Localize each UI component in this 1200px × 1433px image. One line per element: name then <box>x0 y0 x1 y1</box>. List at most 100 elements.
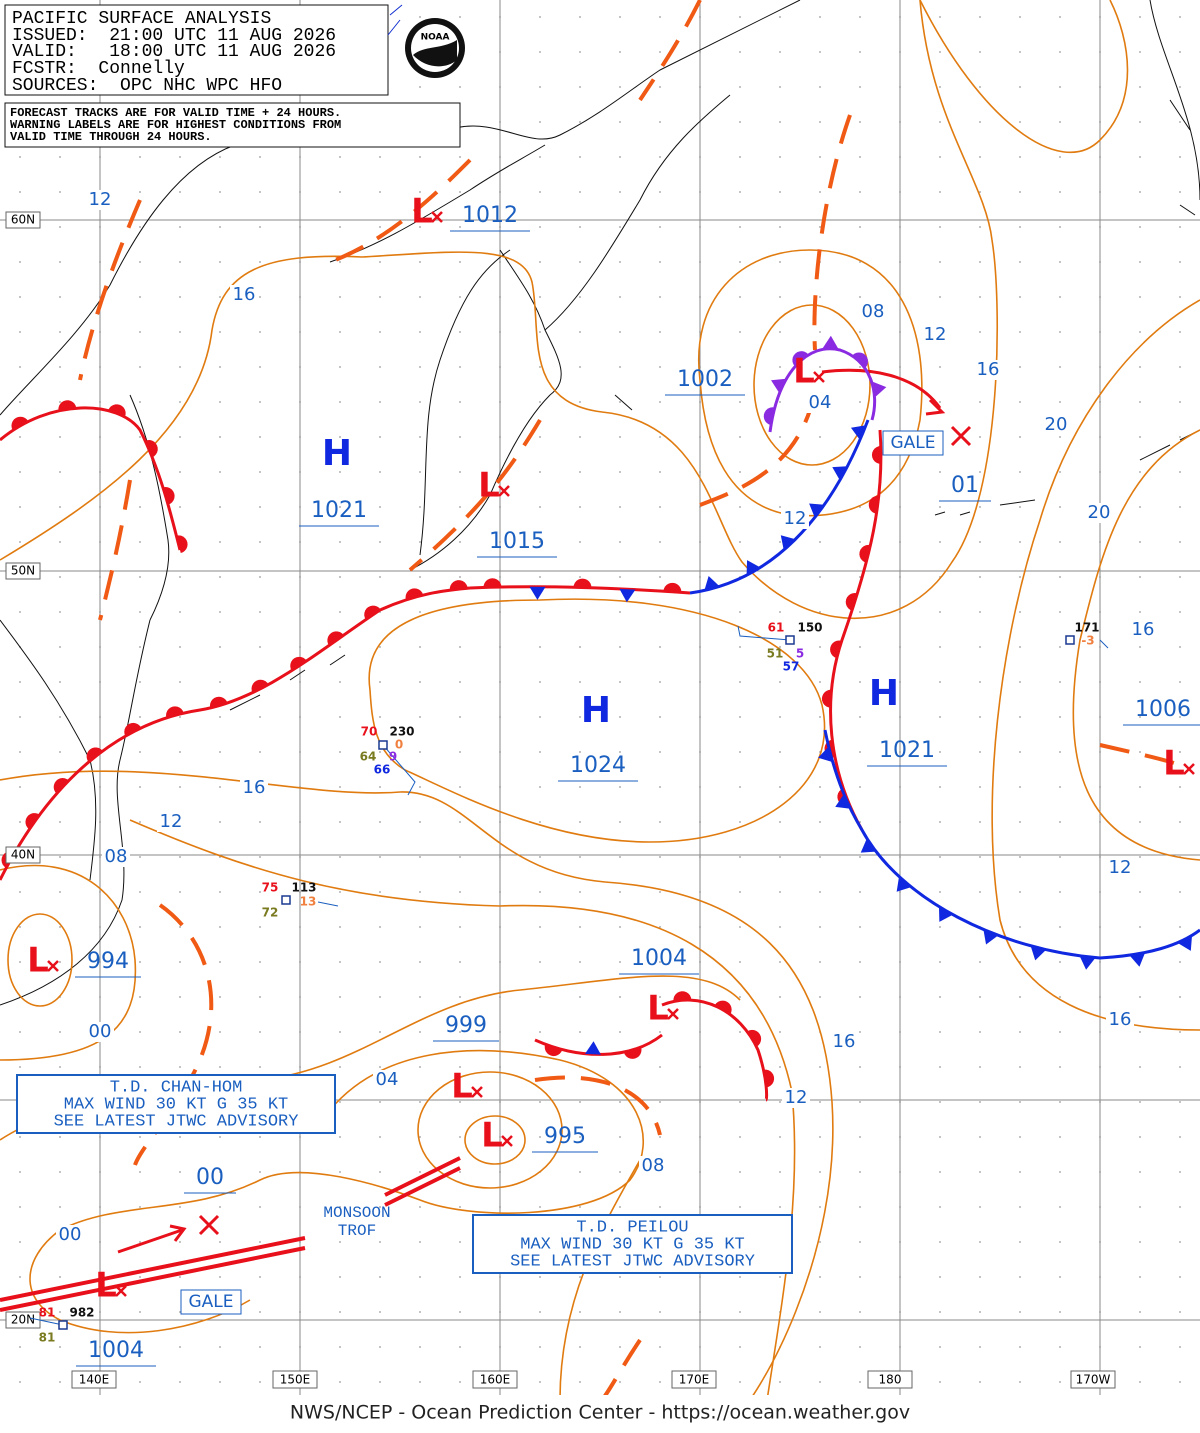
front-triangle <box>983 929 999 945</box>
front-semicircle <box>176 535 188 554</box>
longitude-label-box <box>867 1370 913 1389</box>
central-pressure: 1002 <box>677 367 733 392</box>
station-marker <box>281 895 291 905</box>
station-value: 66 <box>374 763 391 777</box>
isobar-label-bg <box>1129 620 1157 640</box>
trough <box>408 418 542 572</box>
x-mark <box>1183 763 1195 775</box>
notice-line: WARNING LABELS ARE FOR HIGHEST CONDITION… <box>10 118 341 132</box>
isobar-label-bg <box>1042 415 1070 435</box>
central-pressure: 999 <box>445 1013 487 1038</box>
front-semicircle <box>58 400 77 411</box>
x-mark <box>47 960 59 972</box>
track-arrowhead <box>925 398 946 416</box>
station-value: 51 <box>767 647 784 661</box>
front-semicircle <box>327 631 344 646</box>
header-valid: VALID: 18:00 UTC 11 AUG 2026 <box>12 42 336 62</box>
header-forecaster: FCSTR: Connelly <box>12 59 185 79</box>
front-semicircle <box>544 1044 563 1057</box>
central-pressure: 1024 <box>570 753 626 778</box>
low-symbol: L <box>451 1067 473 1107</box>
warning-line: SEE LATEST JTWC ADVISORY <box>510 1252 755 1271</box>
x-mark <box>498 485 510 497</box>
longitude-label-box <box>272 1370 318 1389</box>
front-line <box>534 1033 663 1056</box>
warning-line: SEE LATEST JTWC ADVISORY <box>54 1112 299 1131</box>
isobar <box>753 304 871 466</box>
x-mark <box>501 1135 513 1147</box>
isobar-label: 20 <box>1088 502 1111 523</box>
coastline <box>419 249 511 556</box>
central-pressure: 1012 <box>462 203 518 228</box>
coastline <box>329 144 546 263</box>
front-triangle <box>872 381 887 398</box>
low-symbol: L <box>793 352 815 392</box>
station-value: 81 <box>39 1331 56 1345</box>
front-triangle <box>835 794 851 809</box>
isobar-label-bg <box>86 190 114 210</box>
front-semicircle <box>792 351 809 367</box>
longitude-label-box <box>1070 1370 1116 1389</box>
header-frame <box>4 4 389 96</box>
longitude-label-box <box>472 1370 518 1389</box>
longitude-label: 170W <box>1076 1373 1111 1387</box>
longitude-label: 150E <box>280 1373 311 1387</box>
isobar-label: 12 <box>160 811 183 832</box>
low-symbol: L <box>1163 744 1185 784</box>
isobar-label-bg <box>921 325 949 345</box>
latitude-label: 50N <box>11 564 35 578</box>
isobar-label-bg <box>782 1088 810 1108</box>
trough <box>329 158 472 264</box>
monsoon-trough-line <box>0 1236 306 1312</box>
front-triangle <box>746 560 761 576</box>
notice-frame <box>4 102 461 148</box>
front-triangle <box>850 425 867 441</box>
header-issued: ISSUED: 21:00 UTC 11 AUG 2026 <box>12 26 336 46</box>
station-value: 72 <box>262 906 279 920</box>
wind-barb <box>317 901 339 907</box>
central-pressure: 1004 <box>88 1338 144 1363</box>
isobar <box>7 913 73 1007</box>
trough <box>133 903 214 1166</box>
warning-line: T.D. PEILOU <box>576 1218 688 1237</box>
forecast-track <box>821 368 942 409</box>
wind-barb <box>737 625 791 641</box>
station-value: 5 <box>796 647 804 661</box>
isobar-label-bg <box>86 1022 114 1042</box>
coastlines <box>0 0 1200 1006</box>
front-triangle <box>1177 935 1193 951</box>
gale-label: GALE <box>188 1292 233 1312</box>
isobar-label-bg <box>56 1225 84 1245</box>
trough <box>98 479 132 621</box>
station-value: 230 <box>389 725 414 739</box>
trough-label: MONSOON <box>323 1204 390 1222</box>
front-line <box>0 586 471 881</box>
front-line <box>829 429 883 831</box>
isobar-label-bg <box>240 778 268 798</box>
latitude-label-box <box>5 846 41 864</box>
isobar-label: 20 <box>1045 414 1068 435</box>
gale-box <box>882 430 944 456</box>
station-value: -3 <box>1081 634 1094 648</box>
central-pressure: 994 <box>87 949 129 974</box>
gale-label: GALE <box>890 433 935 453</box>
notice-box: FORECAST TRACKS ARE FOR VALID TIME + 24 … <box>4 102 461 148</box>
isobar <box>991 299 1200 1031</box>
isobar-label: 16 <box>977 359 1000 380</box>
high-symbol: H <box>581 690 611 731</box>
isobar <box>0 0 999 620</box>
labels: 60N 50N 40N 20N 140E 150E 160E 170E 180 170W 12 16 0… <box>5 189 1200 1389</box>
footer-band <box>0 1395 1200 1433</box>
station-value: 171 <box>1074 621 1099 635</box>
longitude-label: 160E <box>480 1373 511 1387</box>
forecast-track <box>117 1228 183 1254</box>
front-semicircle <box>166 706 184 718</box>
longitude-label: 170E <box>679 1373 710 1387</box>
x-mark <box>667 1008 679 1020</box>
trough <box>1099 743 1181 767</box>
front-line <box>661 998 769 1102</box>
low-symbol: L <box>95 1266 117 1306</box>
x-mark <box>198 1214 220 1236</box>
isobar-label: 16 <box>1109 1009 1132 1030</box>
isobar-label-bg <box>830 1032 858 1052</box>
